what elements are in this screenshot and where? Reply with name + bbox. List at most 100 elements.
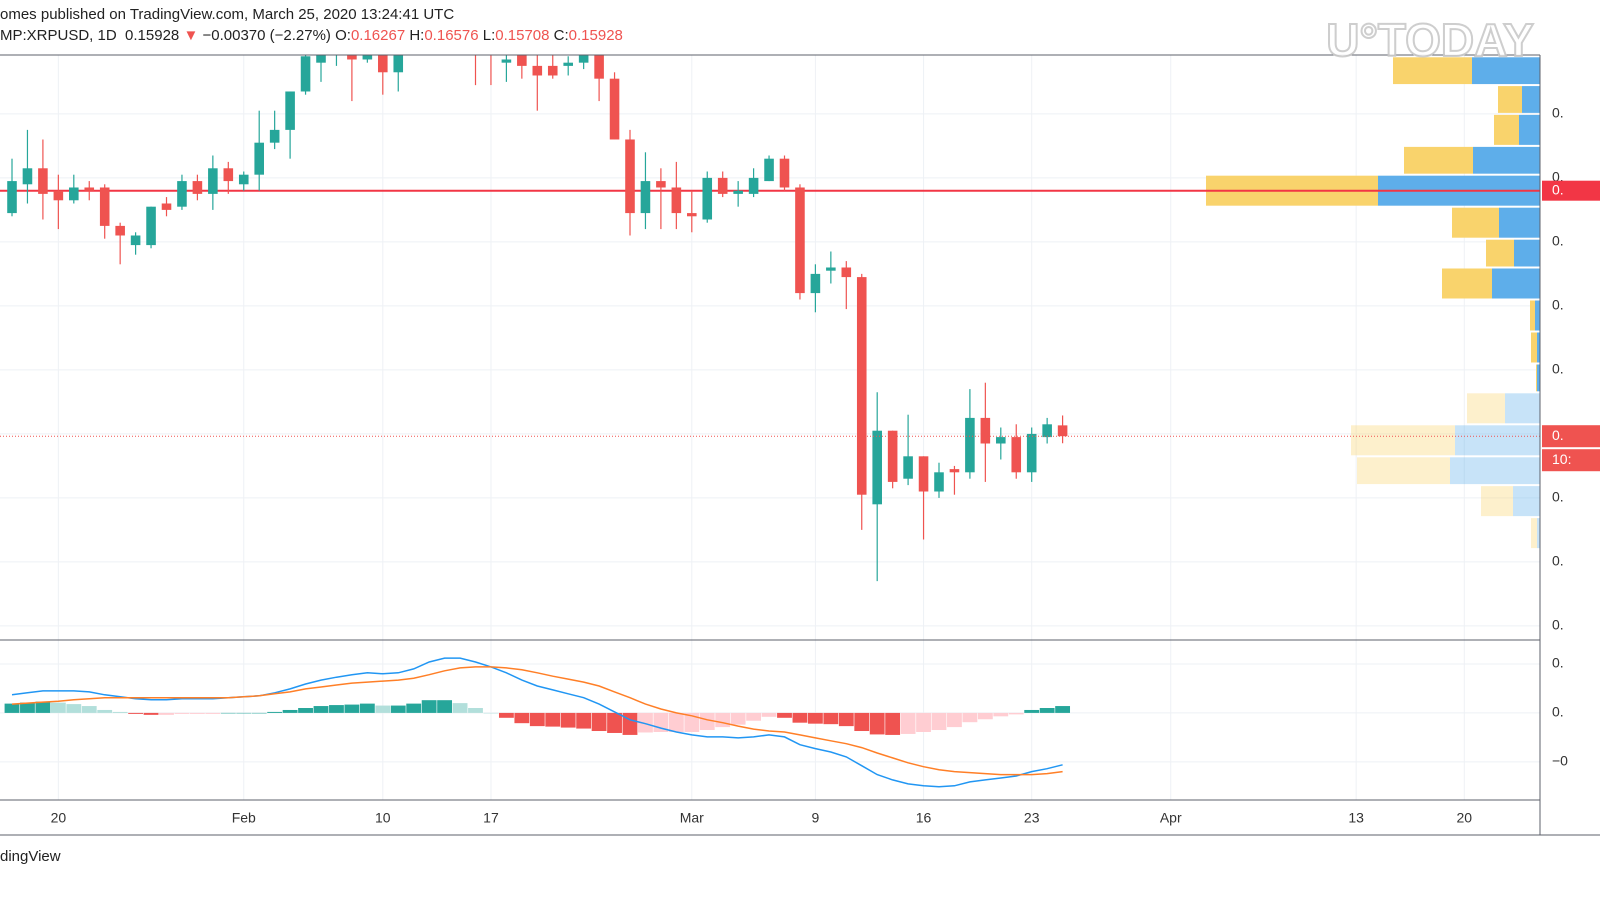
poc-tag — [1542, 180, 1600, 201]
profile-down — [1450, 457, 1540, 485]
candle-body — [238, 174, 249, 185]
candle-body — [795, 187, 805, 294]
profile-up — [1531, 518, 1537, 549]
histogram-bar — [916, 712, 931, 732]
profile-up — [1404, 146, 1473, 174]
y-tick-label: 0. — [1552, 169, 1564, 185]
candle-body — [7, 181, 17, 214]
profile-down — [1473, 146, 1540, 174]
countdown-label: 10: — [1552, 451, 1571, 467]
x-tick-label: 13 — [1348, 810, 1364, 826]
candle-body — [996, 437, 1006, 444]
histogram-bar — [699, 712, 715, 731]
y-tick-label: 0. — [1552, 704, 1564, 720]
candle-body — [980, 417, 991, 444]
candle-body — [1042, 424, 1052, 438]
profile-up — [1486, 239, 1514, 267]
histogram-bar — [128, 712, 144, 714]
histogram-bar — [777, 712, 792, 718]
last-price: 0.15928 — [125, 27, 180, 44]
candle-body — [949, 469, 960, 473]
histogram-bar — [761, 712, 777, 717]
histogram-bar — [607, 712, 622, 733]
candle-body — [934, 472, 944, 492]
profile-down — [1513, 486, 1540, 517]
candle-body — [409, 0, 419, 2]
candle-body — [130, 235, 141, 246]
candle-body — [918, 456, 929, 492]
y-tick-label: 0. — [1552, 489, 1564, 505]
histogram-bar — [344, 704, 360, 713]
histogram-bar — [514, 712, 530, 724]
profile-up — [1452, 207, 1499, 238]
profile-up — [1536, 364, 1537, 392]
publish-line: omes published on TradingView.com, March… — [0, 6, 455, 23]
histogram-bar — [437, 700, 453, 713]
candle-body — [38, 168, 48, 194]
profile-down — [1472, 57, 1540, 85]
profile-up — [1494, 114, 1519, 145]
candle-body — [378, 55, 388, 73]
candle-body — [717, 177, 728, 194]
histogram-bar — [715, 712, 731, 728]
y-tick-label: 0. — [1552, 361, 1564, 377]
candle-body — [594, 55, 604, 79]
y-tick-label: 0. — [1552, 233, 1564, 249]
candle-body — [347, 55, 357, 60]
candle-body — [903, 456, 913, 479]
candle-body — [300, 56, 311, 92]
profile-up — [1351, 425, 1455, 456]
profile-down — [1455, 425, 1540, 456]
histogram-bar — [947, 712, 962, 728]
histogram-bar — [112, 711, 128, 713]
y-tick-label: 0. — [1552, 105, 1564, 121]
close-value: 0.15928 — [568, 27, 623, 44]
y-tick-label: 0. — [1552, 297, 1564, 313]
y-tick-label: 0. — [1552, 617, 1564, 633]
low-label: L: — [482, 27, 496, 44]
histogram-bar — [50, 702, 66, 713]
histogram-bar — [313, 706, 329, 713]
candle-body — [733, 190, 743, 194]
histogram-bar — [854, 712, 870, 732]
signal-line — [11, 666, 1063, 776]
histogram-bar — [220, 712, 236, 714]
y-tick-label: 0. — [1552, 553, 1564, 569]
candle-body — [1026, 433, 1037, 473]
candle-body — [22, 168, 33, 185]
candle-body — [965, 417, 975, 473]
last-price-label: 0. — [1552, 427, 1564, 443]
candle-body — [640, 181, 651, 214]
histogram-bar — [792, 712, 808, 723]
x-tick-label: 16 — [916, 810, 932, 826]
profile-up — [1467, 393, 1505, 424]
high-value: 0.16576 — [424, 27, 479, 44]
histogram-bar — [560, 712, 576, 728]
profile-up — [1531, 332, 1537, 363]
profile-down — [1519, 114, 1540, 145]
candle-body — [393, 55, 404, 73]
candle-body — [254, 142, 264, 175]
histogram-bar — [375, 705, 391, 713]
histogram-bar — [298, 708, 313, 713]
open-label: O: — [335, 27, 351, 44]
profile-up — [1530, 300, 1535, 331]
close-label: C: — [553, 27, 569, 44]
candle-body — [748, 177, 759, 194]
profile-down — [1499, 207, 1540, 238]
candle-body — [671, 187, 682, 214]
histogram-bar — [406, 703, 422, 713]
histogram-bar — [869, 712, 885, 735]
macd-line — [11, 657, 1063, 788]
candle-body — [223, 168, 234, 182]
histogram-bar — [622, 712, 638, 735]
histogram-bar — [483, 712, 499, 714]
candle-body — [84, 187, 95, 191]
candle-body — [115, 225, 125, 236]
histogram-bar — [468, 708, 483, 713]
footer: dingView — [0, 848, 61, 865]
histogram-bar — [591, 712, 607, 732]
candle-body — [99, 187, 110, 226]
x-tick-label: 9 — [812, 810, 820, 826]
